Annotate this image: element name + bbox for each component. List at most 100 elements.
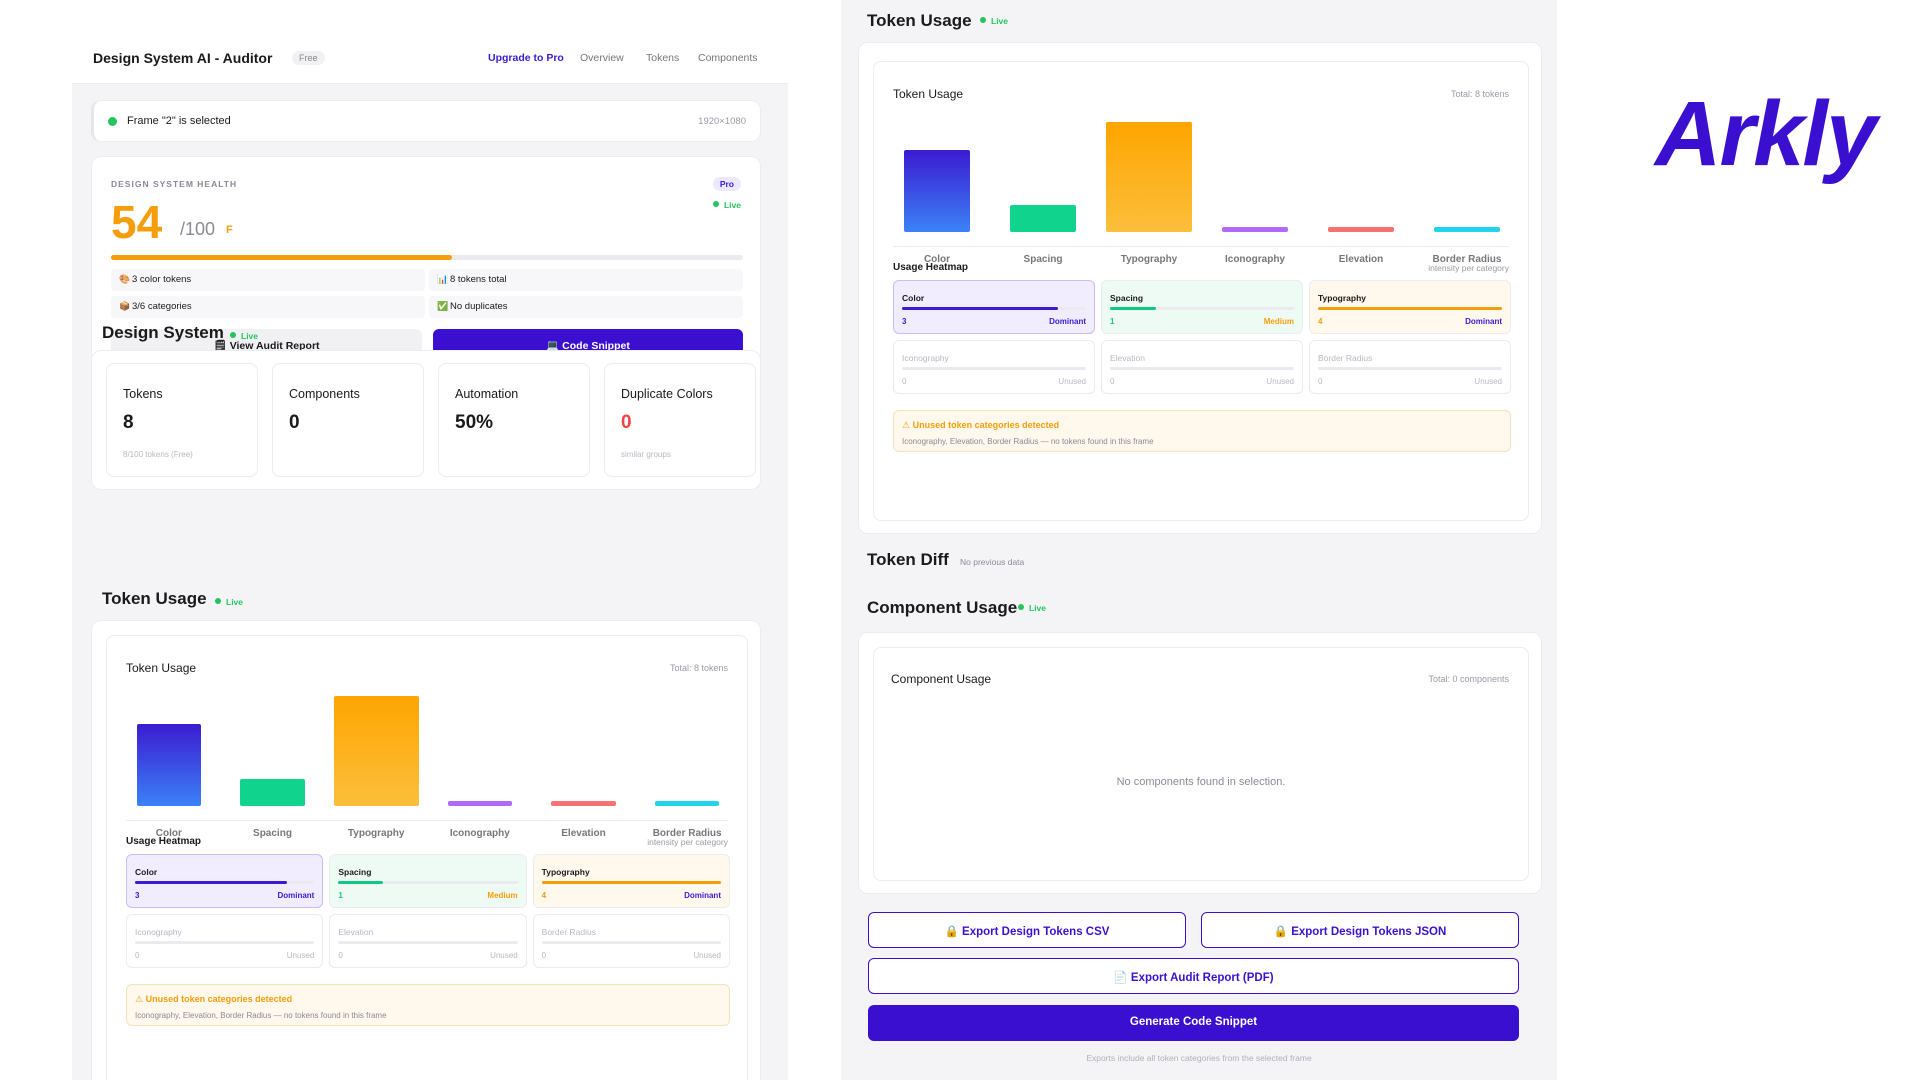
token-usage-bar-label: Border Radius	[652, 828, 722, 839]
heatmap-cell-track	[135, 881, 315, 884]
heatmap-cell-color: Color 3 Dominant	[893, 280, 1095, 334]
heatmap-cell-track	[1318, 307, 1502, 310]
heatmap-cell-level: Unused	[286, 951, 315, 960]
token-usage-live-right: Live	[980, 16, 1008, 26]
heatmap-cell-name: Color	[135, 867, 158, 877]
stat-tokens-total-label: 8 tokens total	[450, 274, 507, 285]
design-system-card: Tokens 8 8/100 tokens (Free) Components …	[91, 350, 761, 490]
generate-code-snippet-button[interactable]: Generate Code Snippet	[868, 1005, 1519, 1041]
health-score: 54	[111, 196, 163, 248]
stat-categories: 📦 3/6 categories	[111, 296, 425, 318]
right-panel: Token Usage Live Token Usage Total: 8 tok…	[841, 0, 1557, 1080]
health-progress-bar	[111, 255, 743, 260]
warning-text: Iconography, Elevation, Border Radius — …	[902, 437, 1154, 446]
code-snippet-label: Code Snippet	[562, 340, 630, 352]
clipboard-icon: 🗒	[213, 340, 230, 352]
laptop-icon: 💻	[546, 340, 563, 352]
heatmap-cell-level: Medium	[1263, 317, 1294, 326]
heatmap-cell-count: 0	[541, 951, 547, 960]
heatmap-cell-border-radius: Border Radius 0 Unused	[1309, 340, 1511, 394]
token-usage-total: Total: 8 tokens	[1450, 89, 1509, 99]
token-usage-bar-label: Elevation	[561, 828, 606, 839]
token-usage-bar-label: Elevation	[1338, 254, 1384, 265]
metric-value: 50%	[455, 412, 494, 433]
selection-size: 1920×1080	[698, 116, 746, 127]
token-usage-card-right: Token Usage Total: 8 tokens Color Spacing Ty…	[858, 42, 1542, 534]
metric-value: 8	[123, 412, 134, 433]
design-system-live: Live	[230, 331, 258, 341]
heatmap-cell-track	[338, 881, 518, 884]
heatmap-cell-fill	[1110, 307, 1156, 310]
heatmap-cell-level: Dominant	[1049, 317, 1086, 326]
nav-tokens-link[interactable]: Tokens	[646, 52, 680, 64]
token-usage-bar-label: Typography	[347, 828, 405, 839]
heatmap-cell-level: Unused	[490, 951, 518, 960]
unused-categories-warning: ⚠ Unused token categories detected Iconog…	[126, 984, 730, 1026]
token-usage-total: Total: 8 tokens	[669, 663, 728, 673]
token-usage-title: Token Usage	[126, 661, 197, 675]
token-usage-bar-label: Color	[155, 828, 182, 839]
token-usage-bar-spacing	[240, 778, 305, 806]
token-usage-divider	[893, 246, 1509, 247]
export-pdf-button[interactable]: 📄 Export Audit Report (PDF)	[868, 958, 1519, 994]
token-diff-note: No previous data	[960, 557, 1025, 567]
heatmap-subtitle: intensity per category	[1428, 263, 1509, 273]
token-usage-bar-label: Border Radius	[1432, 254, 1502, 265]
pro-badge: Pro	[712, 177, 741, 191]
export-csv-button[interactable]: 🔒 Export Design Tokens CSV	[868, 912, 1186, 948]
heatmap-cell-track	[902, 307, 1086, 310]
token-usage-bar-spacing	[1010, 204, 1076, 232]
heatmap-cell-fill	[338, 881, 384, 884]
heatmap-cell-color: Color 3 Dominant	[126, 854, 324, 908]
status-dot-icon	[108, 117, 117, 126]
heatmap-cell-name: Elevation	[1110, 353, 1145, 363]
metric-value: 0	[289, 412, 300, 433]
metric-sub: similar groups	[621, 450, 671, 459]
warning-title: ⚠ Unused token categories detected	[902, 420, 1060, 430]
heatmap-cell-name: Border Radius	[541, 927, 596, 937]
heatmap-cell-level: Medium	[487, 891, 518, 900]
heatmap-cell-name: Color	[902, 293, 925, 303]
component-usage-total: Total: 0 components	[1428, 674, 1509, 684]
app-header: Design System AI - Auditor Free Upgrade …	[72, 30, 788, 84]
heatmap-cell-track	[1318, 367, 1502, 370]
heatmap-cell-name: Elevation	[338, 927, 374, 937]
heatmap-cell-name: Spacing	[338, 867, 372, 877]
stat-color-tokens-label: 3 color tokens	[132, 274, 192, 285]
nav-upgrade-link[interactable]: Upgrade to Pro	[488, 52, 564, 64]
heatmap-cell-track	[1110, 307, 1294, 310]
export-json-button[interactable]: 🔒 Export Design Tokens JSON	[1201, 912, 1519, 948]
component-usage-title: Component Usage	[891, 672, 992, 686]
metric-label: Automation	[455, 387, 519, 401]
heatmap-cell-level: Dominant	[1465, 317, 1502, 326]
heatmap-cell-iconography: Iconography 0 Unused	[126, 914, 324, 968]
token-usage-inner: Token Usage Total: 8 tokens Color Spacing Ty…	[106, 635, 748, 1080]
token-usage-bar-label: Spacing	[1023, 254, 1063, 265]
heatmap-cell-fill	[1318, 307, 1502, 310]
health-label: DESIGN SYSTEM HEALTH	[111, 179, 238, 189]
heatmap-cell-level: Unused	[1474, 377, 1502, 386]
warning-title: ⚠ Unused token categories detected	[135, 994, 293, 1004]
component-usage-heading: Component Usage	[867, 598, 1018, 617]
stat-duplicates: ✅ No duplicates	[429, 296, 743, 318]
component-empty-state: No components found in selection.	[1116, 776, 1286, 788]
app-title: Design System AI - Auditor	[93, 50, 273, 66]
heatmap-cell-level: Dominant	[684, 891, 721, 900]
token-usage-bar-typography	[333, 696, 419, 806]
heatmap-cell-elevation: Elevation 0 Unused	[1101, 340, 1303, 394]
token-diff-heading: Token Diff	[867, 550, 949, 569]
heatmap-cell-track	[541, 881, 721, 884]
heatmap-cell-track	[541, 941, 721, 944]
heatmap-cell-spacing: Spacing 1 Medium	[1101, 280, 1303, 334]
token-usage-bar-label: Typography	[1120, 254, 1178, 265]
nav-overview-link[interactable]: Overview	[580, 52, 624, 64]
token-usage-bar-label: Color	[923, 254, 951, 265]
heatmap-cell-name: Typography	[1318, 293, 1367, 303]
token-usage-bar-color	[904, 149, 970, 232]
heatmap-title: Usage Heatmap	[126, 836, 202, 847]
heatmap-cell-name: Iconography	[135, 927, 182, 937]
heatmap-cell-elevation: Elevation 0 Unused	[329, 914, 527, 968]
nav-components-link[interactable]: Components	[698, 52, 758, 64]
component-usage-card: Component Usage Total: 0 components No c…	[858, 632, 1542, 894]
check-icon: ✅	[437, 301, 449, 311]
